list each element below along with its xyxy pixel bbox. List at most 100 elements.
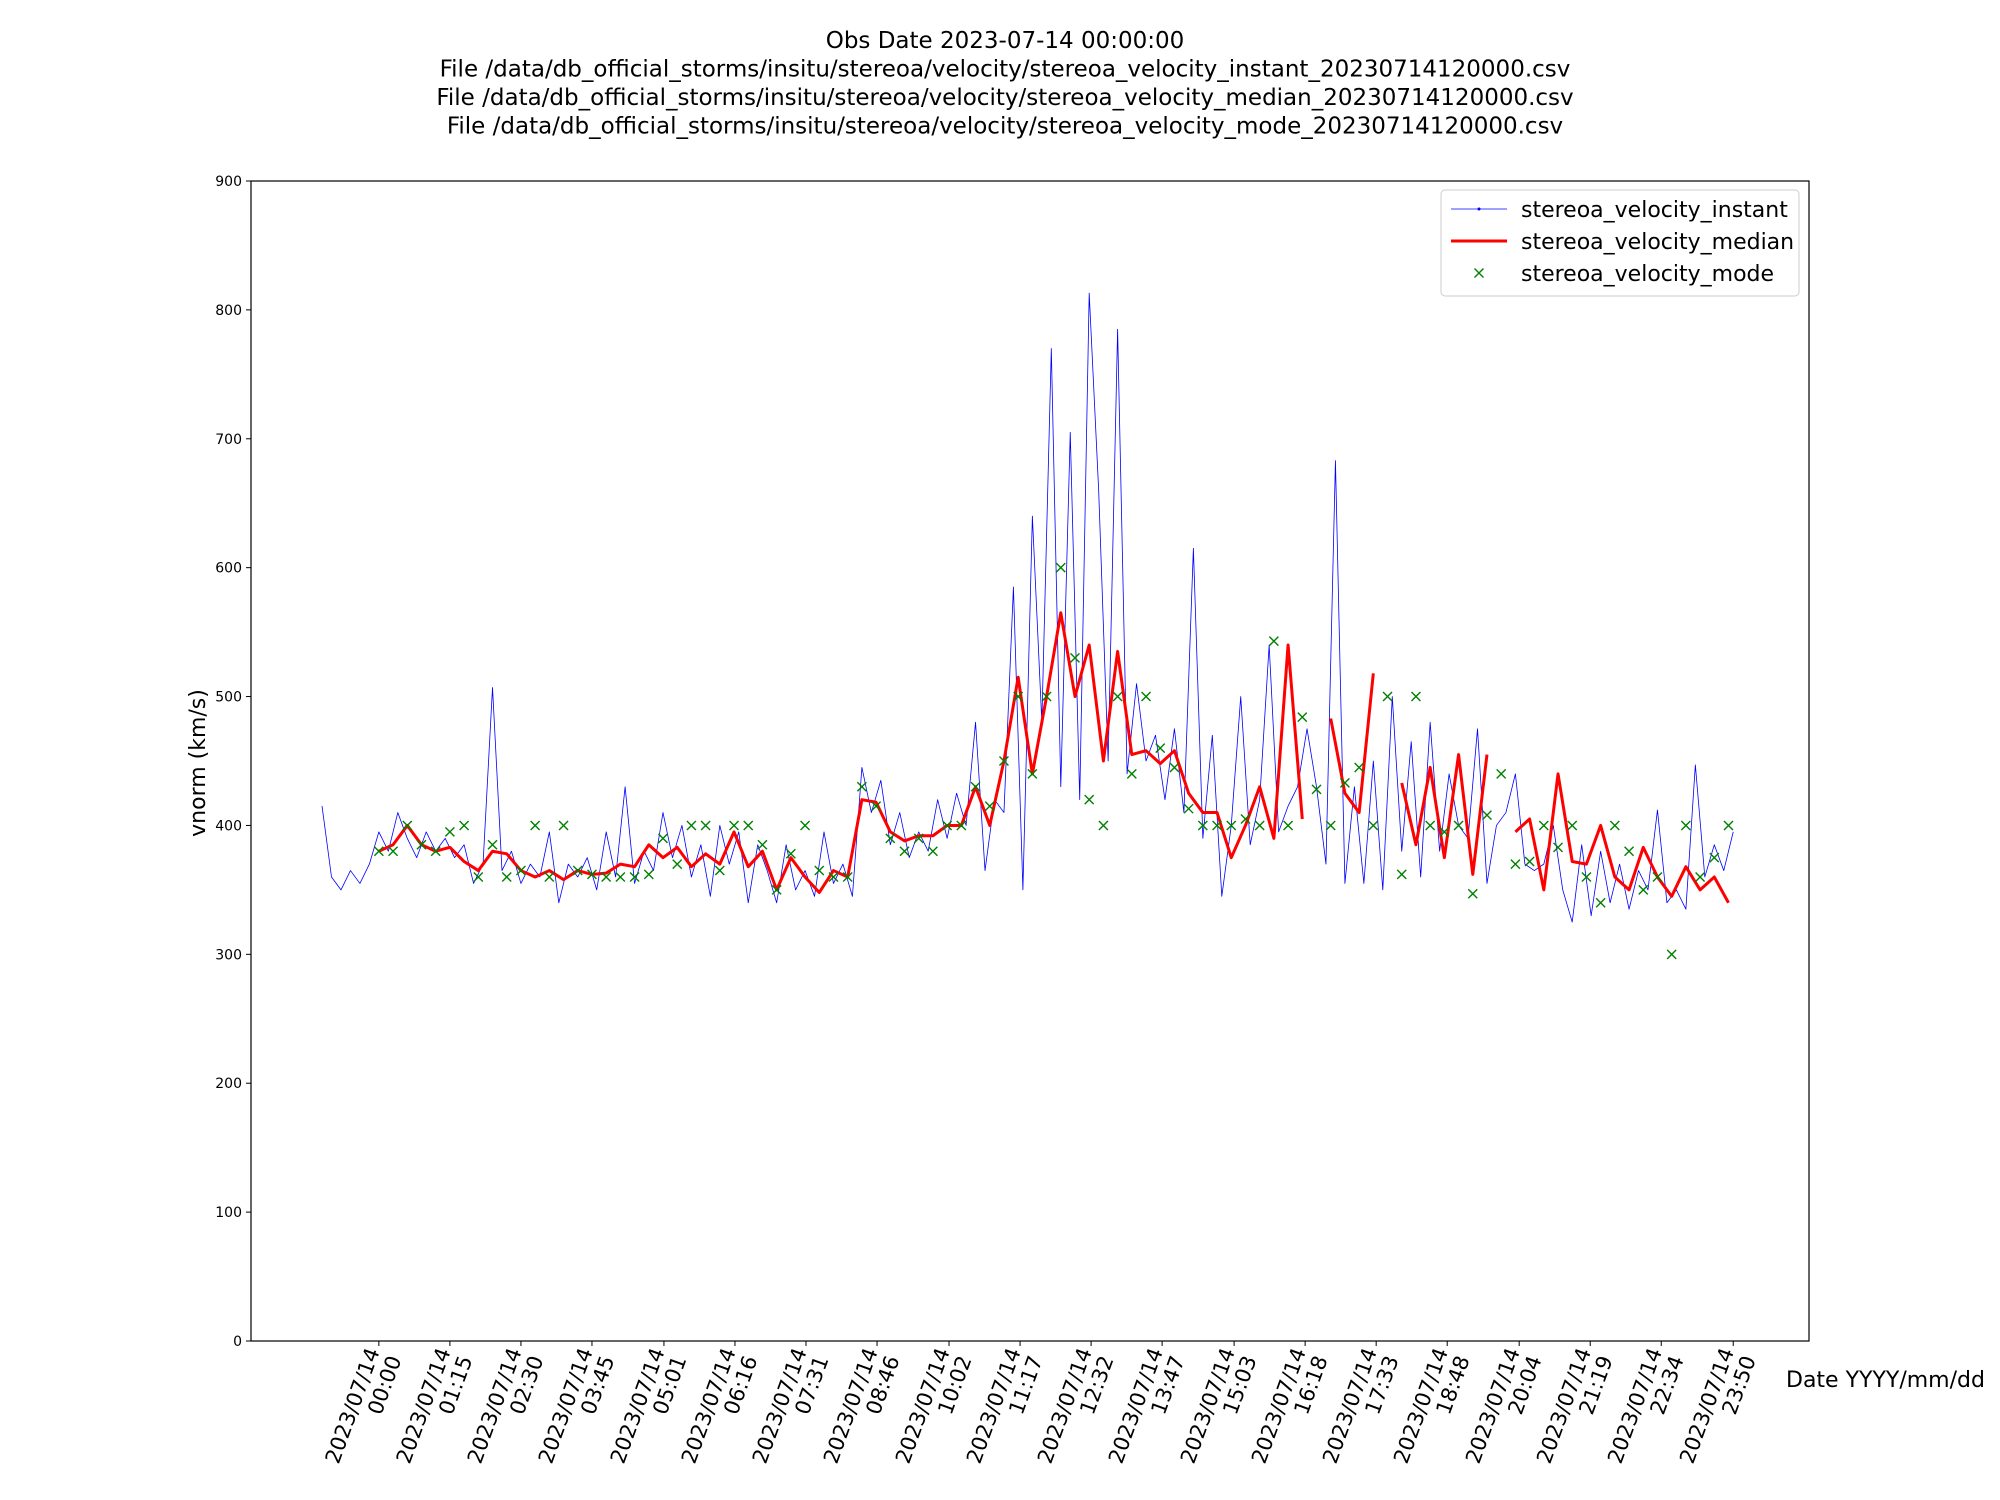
mode-marker	[1055, 562, 1066, 573]
mode-marker	[402, 820, 413, 831]
legend-swatch-dot	[1477, 207, 1481, 211]
y-tick-label: 600	[215, 561, 242, 577]
plot-frame	[250, 180, 1810, 1342]
mode-marker	[828, 872, 839, 882]
mode-marker	[501, 872, 512, 882]
mode-marker	[814, 865, 825, 876]
mode-marker	[430, 846, 441, 857]
mode-marker	[1141, 691, 1152, 702]
mode-marker	[700, 820, 711, 831]
mode-marker	[1311, 784, 1322, 795]
mode-marker	[1283, 820, 1294, 831]
mode-marker	[757, 839, 768, 850]
chart-title: File /data/db_official_storms/insitu/ste…	[436, 85, 1573, 111]
mode-marker	[1112, 691, 1123, 702]
mode-marker	[530, 820, 541, 831]
mode-marker	[487, 839, 498, 850]
mode-marker	[1496, 768, 1507, 779]
mode-marker	[1709, 852, 1720, 863]
mode-marker	[1368, 820, 1379, 831]
mode-marker	[956, 820, 967, 831]
legend-box	[1440, 189, 1800, 297]
y-tick-label: 800	[215, 303, 242, 319]
mode-marker	[1410, 691, 1421, 702]
mode-marker	[1624, 846, 1635, 857]
mode-marker	[1297, 712, 1308, 723]
mode-marker	[1553, 842, 1564, 853]
mode-marker	[686, 820, 697, 831]
mode-marker	[572, 865, 583, 876]
mode-marker	[459, 820, 470, 831]
legend-label: stereoa_velocity_instant	[1521, 198, 1788, 223]
mode-marker	[1169, 762, 1180, 773]
mode-marker	[1524, 856, 1535, 867]
chart-title: File /data/db_official_storms/insitu/ste…	[447, 114, 1563, 140]
y-tick-label: 500	[215, 690, 242, 706]
mode-marker	[1013, 691, 1024, 702]
mode-marker	[1439, 826, 1450, 837]
mode-marker	[1467, 888, 1478, 899]
mode-marker	[1339, 777, 1350, 788]
mode-marker	[1226, 820, 1237, 831]
mode-marker	[871, 801, 882, 812]
mode-marker	[1723, 820, 1734, 831]
mode-marker	[515, 865, 526, 876]
y-tick-label: 700	[215, 432, 242, 448]
mode-marker	[1027, 768, 1038, 779]
mode-marker	[729, 820, 740, 831]
mode-marker	[601, 872, 612, 882]
y-tick-label: 300	[215, 947, 242, 963]
mode-marker	[1041, 691, 1052, 702]
mode-marker	[1595, 897, 1606, 908]
series-line	[321, 292, 1734, 923]
mode-marker	[785, 848, 796, 859]
mode-marker	[388, 846, 399, 857]
mode-marker	[1212, 820, 1223, 831]
mode-marker	[1581, 872, 1592, 882]
mode-marker	[1638, 884, 1649, 895]
mode-marker	[984, 801, 995, 812]
mode-marker	[743, 820, 754, 831]
mode-marker	[1510, 859, 1521, 870]
mode-marker	[970, 781, 981, 792]
mode-marker	[1425, 820, 1436, 831]
mode-marker	[657, 833, 668, 844]
mode-marker	[1098, 820, 1109, 831]
mode-marker	[1197, 820, 1208, 831]
mode-marker	[927, 846, 938, 857]
mode-marker	[714, 865, 725, 876]
mode-marker	[885, 833, 896, 844]
mode-marker	[1453, 820, 1464, 831]
mode-marker	[373, 846, 384, 857]
mode-marker	[473, 872, 484, 882]
mode-marker	[1354, 762, 1365, 773]
mode-marker	[1155, 743, 1166, 754]
mode-marker	[913, 833, 924, 844]
mode-marker	[444, 826, 455, 837]
mode-marker	[800, 820, 811, 831]
mode-marker	[1652, 872, 1663, 882]
y-axis-label: vnorm (km/s)	[186, 689, 211, 837]
mode-marker	[1084, 794, 1095, 805]
y-tick-label: 200	[215, 1076, 242, 1092]
legend-swatch	[1474, 268, 1484, 278]
mode-marker	[842, 872, 853, 882]
mode-marker	[586, 869, 597, 880]
mode-marker	[942, 820, 953, 831]
y-tick-label: 900	[215, 174, 242, 190]
mode-marker	[1069, 652, 1080, 663]
mode-marker	[416, 839, 427, 850]
mode-marker	[1240, 814, 1251, 824]
mode-marker	[998, 756, 1009, 766]
mode-marker	[899, 846, 910, 857]
mode-marker	[615, 872, 626, 882]
chart-title: File /data/db_official_storms/insitu/ste…	[440, 57, 1571, 83]
mode-marker	[544, 872, 555, 882]
x-axis-label: Date YYYY/mm/dd	[1786, 1368, 1985, 1393]
mode-marker	[1666, 949, 1677, 960]
mode-marker	[1254, 820, 1265, 831]
mode-marker	[558, 820, 569, 831]
mode-marker	[643, 869, 654, 880]
mode-marker	[1609, 820, 1620, 831]
mode-marker	[856, 781, 867, 792]
